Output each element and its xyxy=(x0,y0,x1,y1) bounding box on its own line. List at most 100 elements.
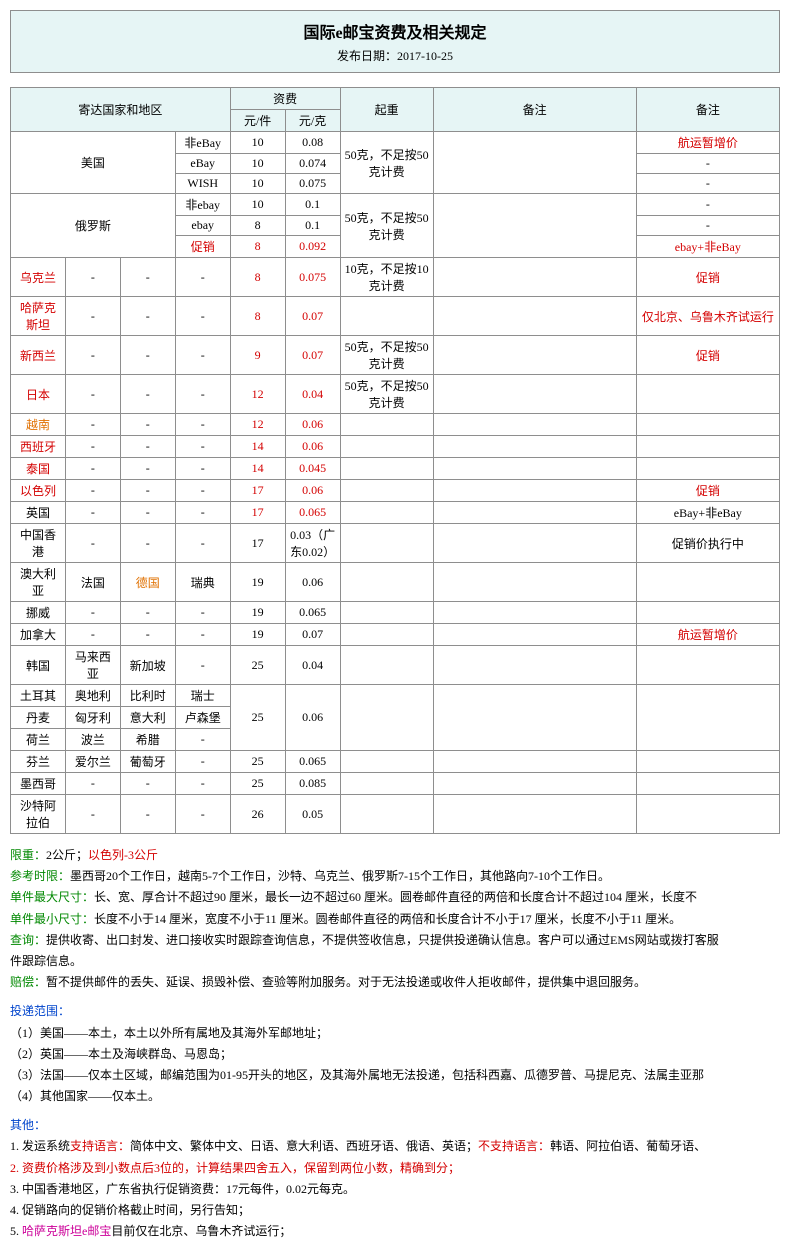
cell xyxy=(433,414,636,436)
cell-weight: 50克，不足按50克计费 xyxy=(340,194,433,258)
scope-line: （4）其他国家——仅本土。 xyxy=(10,1087,780,1106)
table-row: 美国 非eBay 10 0.08 50克，不足按50克计费 航运暂增价 xyxy=(11,132,780,154)
cell-piece: 9 xyxy=(230,336,285,375)
rates-table: 寄达国家和地区 资费 起重 备注 备注 元/件 元/克 美国 非eBay 10 … xyxy=(10,87,780,834)
cell: - xyxy=(175,375,230,414)
note-label: 赔偿： xyxy=(10,975,46,989)
cell-country: 卢森堡 xyxy=(175,707,230,729)
cell xyxy=(340,480,433,502)
cell-remark2: 仅北京、乌鲁木齐试运行 xyxy=(636,297,779,336)
cell-piece: 17 xyxy=(230,524,285,563)
cell-piece: 14 xyxy=(230,436,285,458)
table-row: 中国香港 --- 17 0.03（广东0.02） 促销价执行中 xyxy=(11,524,780,563)
other-line: 3. 中国香港地区，广东省执行促销资费：17元每件，0.02元每克。 xyxy=(10,1180,780,1199)
cell xyxy=(340,436,433,458)
note-label: 单件最小尺寸： xyxy=(10,912,94,926)
cell-weight: 50克，不足按50克计费 xyxy=(340,375,433,414)
note-text: 简体中文、繁体中文、日语、意大利语、西班牙语、俄语、英语； xyxy=(130,1139,478,1153)
cell-country: 墨西哥 xyxy=(11,773,66,795)
cell-remark2: - xyxy=(636,154,779,174)
cell xyxy=(340,602,433,624)
cell-country: 法国 xyxy=(65,563,120,602)
table-row: 挪威 --- 19 0.065 xyxy=(11,602,780,624)
cell-country: 希腊 xyxy=(120,729,175,751)
cell-country: 哈萨克斯坦 xyxy=(11,297,66,336)
cell-piece: 8 xyxy=(230,216,285,236)
table-row: 土耳其 奥地利 比利时 瑞士 25 0.06 xyxy=(11,685,780,707)
cell: - xyxy=(175,502,230,524)
cell: - xyxy=(175,602,230,624)
header-box: 国际e邮宝资费及相关规定 发布日期：2017-10-25 xyxy=(10,10,780,73)
cell: - xyxy=(120,480,175,502)
cell-piece: 10 xyxy=(230,154,285,174)
scope-line: （1）美国——本土，本土以外所有属地及其海外军邮地址； xyxy=(10,1024,780,1043)
cell: - xyxy=(120,297,175,336)
cell-remark2: 促销 xyxy=(636,258,779,297)
cell-country: 越南 xyxy=(11,414,66,436)
cell-gram: 0.06 xyxy=(285,436,340,458)
note-text: 2公斤； xyxy=(46,848,88,862)
cell-country: 西班牙 xyxy=(11,436,66,458)
cell-remark1 xyxy=(433,336,636,375)
cell: - xyxy=(120,602,175,624)
cell xyxy=(340,502,433,524)
cell-channel: WISH xyxy=(175,174,230,194)
cell xyxy=(433,646,636,685)
cell: - xyxy=(65,602,120,624)
cell-country: 新西兰 xyxy=(11,336,66,375)
notes-section: 限重：2公斤；以色列-3公斤 参考时限：墨西哥20个工作日，越南5-7个工作日，… xyxy=(10,846,780,1241)
cell: - xyxy=(175,524,230,563)
cell-remark1 xyxy=(433,375,636,414)
note-query: 查询：提供收寄、出口封发、进口接收实时跟踪查询信息，不提供签收信息，只提供投递确… xyxy=(10,931,780,950)
cell-piece: 12 xyxy=(230,414,285,436)
cell xyxy=(636,795,779,834)
cell-country: 韩国 xyxy=(11,646,66,685)
table-row: 乌克兰 --- 8 0.075 10克，不足按10克计费 促销 xyxy=(11,258,780,297)
cell: - xyxy=(175,436,230,458)
cell-weight: 50克，不足按50克计费 xyxy=(340,132,433,194)
cell-remark2: - xyxy=(636,216,779,236)
cell xyxy=(433,602,636,624)
cell-country: 瑞典 xyxy=(175,563,230,602)
other-line: 4. 促销路向的促销价格截止时间，另行告知； xyxy=(10,1201,780,1220)
cell: - xyxy=(120,795,175,834)
cell-country: 澳大利亚 xyxy=(11,563,66,602)
cell: - xyxy=(65,773,120,795)
cell-weight xyxy=(340,297,433,336)
cell: - xyxy=(175,729,230,751)
cell xyxy=(636,751,779,773)
cell-piece: 19 xyxy=(230,624,285,646)
cell-piece: 19 xyxy=(230,563,285,602)
cell-country: 荷兰 xyxy=(11,729,66,751)
other-line: 1. 发运系统支持语言：简体中文、繁体中文、日语、意大利语、西班牙语、俄语、英语… xyxy=(10,1137,780,1156)
cell-country: 日本 xyxy=(11,375,66,414)
scope-line: （2）英国——本土及海峡群岛、马恩岛； xyxy=(10,1045,780,1064)
cell-piece: 10 xyxy=(230,174,285,194)
cell: - xyxy=(120,436,175,458)
cell xyxy=(433,563,636,602)
note-text: 目前仅在北京、乌鲁木齐试运行； xyxy=(111,1224,291,1238)
cell-country: 中国香港 xyxy=(11,524,66,563)
cell: - xyxy=(65,258,120,297)
cell-gram: 0.075 xyxy=(285,174,340,194)
cell-gram: 0.04 xyxy=(285,646,340,685)
cell-country: 泰国 xyxy=(11,458,66,480)
table-row: 哈萨克斯坦 --- 8 0.07 仅北京、乌鲁木齐试运行 xyxy=(11,297,780,336)
page-title: 国际e邮宝资费及相关规定 xyxy=(11,19,779,43)
cell: - xyxy=(175,336,230,375)
cell-remark2: ebay+非eBay xyxy=(636,236,779,258)
cell xyxy=(636,436,779,458)
cell: - xyxy=(65,458,120,480)
cell: - xyxy=(65,375,120,414)
cell xyxy=(340,414,433,436)
cell-gram: 0.065 xyxy=(285,751,340,773)
cell-country: 波兰 xyxy=(65,729,120,751)
table-row: 芬兰 爱尔兰 葡萄牙 - 25 0.065 xyxy=(11,751,780,773)
cell xyxy=(636,563,779,602)
th-per-piece: 元/件 xyxy=(230,110,285,132)
note-minsize: 单件最小尺寸：长度不小于14 厘米，宽度不小于11 厘米。圆卷邮件直径的两倍和长… xyxy=(10,910,780,929)
cell-gram: 0.07 xyxy=(285,336,340,375)
cell xyxy=(433,480,636,502)
cell: - xyxy=(65,480,120,502)
table-row: 俄罗斯 非ebay 10 0.1 50克，不足按50克计费 - xyxy=(11,194,780,216)
